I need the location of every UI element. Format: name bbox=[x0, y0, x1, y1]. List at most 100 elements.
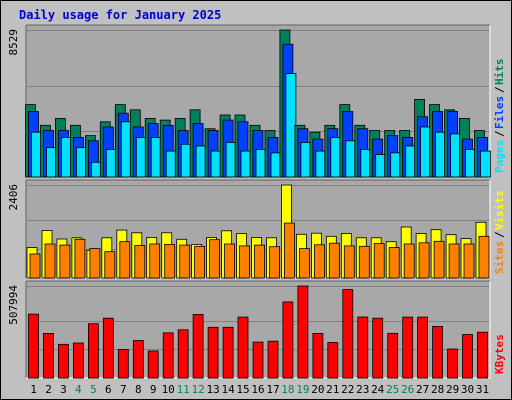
x-label-day-28: 28 bbox=[431, 383, 444, 396]
bar-sites-day-31 bbox=[478, 235, 490, 279]
x-label-day-25: 25 bbox=[386, 383, 399, 396]
bar-kbytes-day-15 bbox=[237, 316, 249, 379]
bar-pages-day-18 bbox=[285, 73, 297, 178]
bar-pages-day-19 bbox=[300, 142, 312, 178]
bar-sites-day-2 bbox=[44, 243, 56, 279]
bar-pages-day-5 bbox=[91, 161, 102, 178]
bar-kbytes-day-6 bbox=[102, 317, 114, 379]
bar-kbytes-day-24 bbox=[372, 317, 384, 379]
x-label-day-24: 24 bbox=[371, 383, 385, 396]
bar-pages-day-30 bbox=[465, 148, 476, 178]
y-max-label: 2406 bbox=[7, 184, 20, 211]
bar-kbytes-day-20 bbox=[312, 332, 324, 379]
bar-kbytes-day-19 bbox=[297, 285, 309, 379]
x-label-day-6: 6 bbox=[105, 383, 112, 396]
panel-kbytes: 507994 KBytes bbox=[7, 280, 506, 379]
bar-pages-day-23 bbox=[360, 148, 372, 178]
bar-kbytes-day-12 bbox=[192, 313, 204, 379]
bar-pages-day-10 bbox=[165, 150, 177, 178]
x-label-day-10: 10 bbox=[162, 383, 175, 396]
bar-pages-day-4 bbox=[76, 147, 87, 178]
bar-pages-day-25 bbox=[390, 152, 402, 178]
bar-pages-day-31 bbox=[480, 150, 491, 178]
bar-kbytes-day-26 bbox=[402, 316, 414, 379]
bar-kbytes-day-25 bbox=[387, 332, 399, 379]
panel-visits-sites: 2406 Sites /Visits bbox=[7, 179, 506, 279]
bar-sites-day-30 bbox=[463, 243, 475, 279]
x-label-day-21: 21 bbox=[326, 383, 339, 396]
bar-sites-day-8 bbox=[134, 245, 146, 279]
legend-separator: / bbox=[493, 130, 506, 137]
bar-sites-day-6 bbox=[104, 251, 116, 279]
x-label-day-8: 8 bbox=[135, 383, 142, 396]
bar-pages-day-21 bbox=[330, 136, 342, 178]
x-label-day-22: 22 bbox=[341, 383, 354, 396]
bar-kbytes-day-28 bbox=[432, 325, 444, 379]
bar-sites-day-21 bbox=[328, 242, 340, 279]
x-label-day-16: 16 bbox=[251, 383, 264, 396]
bar-sites-day-27 bbox=[418, 242, 430, 279]
bar-kbytes-day-27 bbox=[417, 316, 429, 379]
x-label-day-9: 9 bbox=[150, 383, 157, 396]
x-axis-labels: 1 2 3 4 5 6 7 8 9 10 11 12 13 14 15 16 17 18 19 20 21 22 23 24 2… bbox=[30, 383, 489, 396]
bar-sites-day-7 bbox=[119, 241, 131, 279]
bar-sites-day-12 bbox=[194, 245, 206, 279]
x-label-day-17: 17 bbox=[266, 383, 279, 396]
bar-pages-day-9 bbox=[150, 136, 162, 178]
x-label-day-11: 11 bbox=[177, 383, 190, 396]
bar-pages-day-7 bbox=[120, 121, 132, 178]
bar-sites-day-22 bbox=[343, 245, 355, 279]
x-label-day-3: 3 bbox=[60, 383, 67, 396]
x-label-day-4: 4 bbox=[75, 383, 82, 396]
bar-sites-day-3 bbox=[59, 244, 71, 279]
x-label-day-1: 1 bbox=[30, 383, 37, 396]
bar-kbytes-day-22 bbox=[342, 289, 354, 379]
x-label-day-29: 29 bbox=[446, 383, 459, 396]
bar-kbytes-day-16 bbox=[252, 341, 264, 379]
bar-sites-day-4 bbox=[74, 238, 86, 279]
bar-kbytes-day-7 bbox=[117, 348, 129, 379]
bar-kbytes-day-11 bbox=[177, 329, 189, 379]
bar-sites-day-23 bbox=[358, 245, 370, 279]
bar-kbytes-day-10 bbox=[162, 332, 174, 379]
bar-kbytes-day-17 bbox=[267, 340, 279, 379]
legend-sites: Sites bbox=[493, 241, 506, 274]
chart-title: Daily usage for January 2025 bbox=[19, 8, 221, 22]
bar-kbytes-day-30 bbox=[462, 334, 473, 379]
x-label-day-23: 23 bbox=[356, 383, 369, 396]
x-label-day-14: 14 bbox=[221, 383, 235, 396]
bar-pages-day-22 bbox=[345, 140, 357, 178]
bar-sites-day-20 bbox=[313, 244, 325, 279]
x-label-day-20: 20 bbox=[311, 383, 324, 396]
bar-pages-day-11 bbox=[180, 143, 192, 178]
legend-files: Files bbox=[493, 96, 506, 129]
bar-sites-day-18 bbox=[283, 222, 295, 279]
legend-separator: / bbox=[493, 231, 506, 238]
bar-sites-day-14 bbox=[224, 243, 236, 279]
bar-kbytes-day-14 bbox=[222, 326, 234, 379]
bar-kbytes-day-18 bbox=[282, 301, 294, 379]
bar-pages-day-28 bbox=[435, 131, 447, 178]
bar-pages-day-6 bbox=[105, 148, 117, 178]
bar-sites-day-11 bbox=[179, 244, 191, 279]
bar-sites-day-25 bbox=[388, 247, 400, 279]
bar-kbytes-day-21 bbox=[327, 342, 339, 379]
bar-kbytes-day-23 bbox=[357, 316, 369, 379]
x-label-day-5: 5 bbox=[90, 383, 97, 396]
x-label-day-7: 7 bbox=[120, 383, 127, 396]
x-label-day-15: 15 bbox=[236, 383, 249, 396]
bar-sites-day-17 bbox=[269, 246, 280, 279]
bar-kbytes-day-8 bbox=[132, 340, 144, 379]
bar-sites-day-15 bbox=[239, 245, 250, 279]
bar-pages-day-24 bbox=[375, 154, 387, 178]
bar-kbytes-day-29 bbox=[447, 348, 459, 379]
x-label-day-19: 19 bbox=[296, 383, 309, 396]
bar-sites-day-26 bbox=[403, 243, 415, 279]
bar-kbytes-day-4 bbox=[73, 342, 84, 379]
x-label-day-27: 27 bbox=[416, 383, 429, 396]
bar-kbytes-day-13 bbox=[207, 326, 219, 379]
bar-sites-day-19 bbox=[298, 248, 310, 279]
bar-pages-day-16 bbox=[255, 148, 267, 178]
